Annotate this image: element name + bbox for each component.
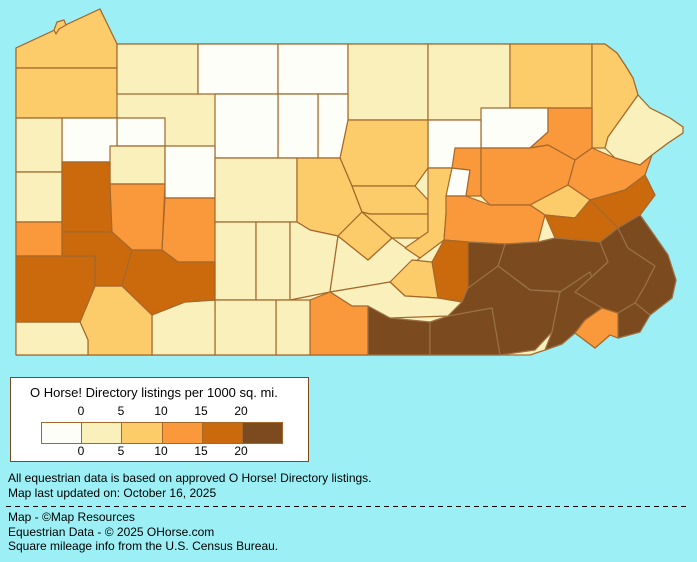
legend-tick-label: 5 xyxy=(117,404,125,418)
county-shape xyxy=(351,185,429,215)
legend-ticks-top: 0 5 10 15 20 xyxy=(11,404,308,418)
legend-swatch xyxy=(81,423,122,443)
county-shape xyxy=(214,299,277,356)
county-shape xyxy=(604,94,684,166)
county-shape xyxy=(429,307,501,356)
credit-equestrian-data: Equestrian Data - © 2025 OHorse.com xyxy=(8,524,215,539)
data-notes: All equestrian data is based on approved… xyxy=(8,471,372,500)
county-shape xyxy=(164,145,216,199)
county-shape xyxy=(214,157,298,223)
legend-tick-label: 20 xyxy=(234,404,248,418)
county-shape xyxy=(116,43,199,95)
county-shape xyxy=(61,231,133,287)
legend-title: O Horse! Directory listings per 1000 sq.… xyxy=(30,385,278,400)
legend-swatch xyxy=(201,423,242,443)
legend-tick-label: 5 xyxy=(117,444,125,458)
county-shape xyxy=(109,145,166,185)
legend-ticks-bottom: 0 5 10 15 20 xyxy=(11,444,308,458)
county-shape xyxy=(275,299,311,356)
county-shape xyxy=(277,93,319,159)
county-shape xyxy=(161,197,216,263)
county-shape xyxy=(15,255,96,323)
county-shape xyxy=(15,321,89,356)
legend-tick-label: 20 xyxy=(234,444,248,458)
county-shape xyxy=(617,302,651,339)
county-shape xyxy=(214,221,257,301)
legend-swatch xyxy=(121,423,162,443)
legend-swatch xyxy=(161,423,202,443)
legend-tick-label: 0 xyxy=(77,444,85,458)
county-shape xyxy=(617,214,677,316)
legend-swatch xyxy=(42,423,82,443)
county-shape xyxy=(15,8,118,69)
legend-tick-label: 0 xyxy=(77,404,85,418)
county-shape xyxy=(347,43,429,121)
county-shape xyxy=(61,117,118,163)
legend-tick-label: 10 xyxy=(154,444,168,458)
county-shape xyxy=(339,119,429,187)
county-shape xyxy=(509,43,593,109)
county-shape xyxy=(255,221,291,301)
legend-color-ramp xyxy=(41,422,283,444)
county-shape xyxy=(15,67,118,119)
county-shape xyxy=(121,249,216,316)
legend-tick-label: 10 xyxy=(154,404,168,418)
credits: Map - ©Map Resources Equestrian Data - ©… xyxy=(8,510,278,554)
county-shape xyxy=(61,161,113,233)
legend-tick-label: 15 xyxy=(194,404,208,418)
county-shape xyxy=(116,117,166,147)
legend: O Horse! Directory listings per 1000 sq.… xyxy=(10,377,309,462)
dashed-divider xyxy=(6,506,690,507)
county-shape xyxy=(591,43,639,149)
county-shape xyxy=(15,117,63,173)
credit-square-mileage: Square mileage info from the U.S. Census… xyxy=(8,539,279,553)
county-shape xyxy=(15,221,63,257)
note-data-source: All equestrian data is based on approved… xyxy=(8,471,372,485)
legend-tick-label: 15 xyxy=(194,444,208,458)
county-shape xyxy=(214,93,279,159)
legend-swatch xyxy=(241,423,283,443)
county-shape xyxy=(15,171,63,223)
credit-map: Map - ©Map Resources xyxy=(8,510,135,524)
note-last-updated: Map last updated on: October 16, 2025 xyxy=(8,485,217,500)
county-shape xyxy=(277,43,349,95)
county-shape xyxy=(197,43,279,95)
county-shape xyxy=(53,19,67,35)
